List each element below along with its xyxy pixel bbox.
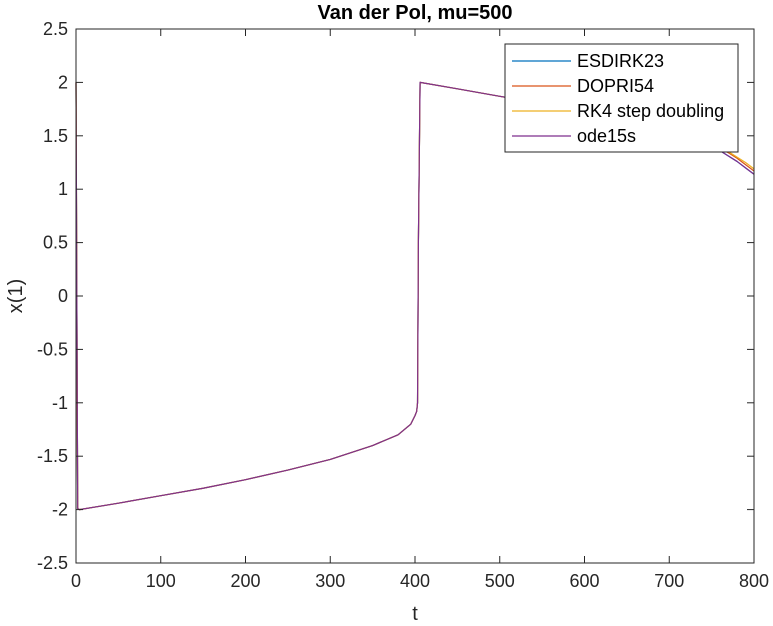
x-tick-label: 0 <box>71 571 81 591</box>
y-tick-label: 1.5 <box>43 126 68 146</box>
legend-label-3: RK4 step doubling <box>577 101 724 121</box>
x-tick-label: 500 <box>485 571 515 591</box>
x-tick-label: 200 <box>230 571 260 591</box>
x-ticks: 0 100 200 300 400 500 600 700 800 <box>71 29 769 591</box>
y-axis-label: x(1) <box>5 279 27 313</box>
y-tick-label: 0 <box>58 286 68 306</box>
legend-label-2: DOPRI54 <box>577 76 654 96</box>
y-tick-label: -1.5 <box>37 446 68 466</box>
y-tick-label: -2.5 <box>37 553 68 573</box>
y-tick-label: 2 <box>58 72 68 92</box>
x-tick-label: 700 <box>654 571 684 591</box>
y-tick-label: -2 <box>52 500 68 520</box>
y-tick-label: -0.5 <box>37 339 68 359</box>
x-tick-label: 300 <box>315 571 345 591</box>
legend: ESDIRK23 DOPRI54 RK4 step doubling ode15s <box>504 43 739 153</box>
x-tick-label: 800 <box>739 571 769 591</box>
legend-label-1: ESDIRK23 <box>577 51 664 71</box>
legend-box <box>504 43 739 153</box>
x-tick-label: 100 <box>146 571 176 591</box>
y-tick-label: 1 <box>58 179 68 199</box>
y-tick-label: -1 <box>52 393 68 413</box>
x-axis-label: t <box>412 603 418 625</box>
y-tick-label: 2.5 <box>43 19 68 39</box>
y-tick-label: 0.5 <box>43 233 68 253</box>
x-tick-label: 400 <box>400 571 430 591</box>
chart-title: Van der Pol, mu=500 <box>317 2 512 24</box>
y-ticks: -2.5 -2 -1.5 -1 -0.5 0 0.5 1 1.5 2 2.5 <box>37 19 754 573</box>
x-tick-label: 600 <box>569 571 599 591</box>
legend-label-4: ode15s <box>577 126 636 146</box>
